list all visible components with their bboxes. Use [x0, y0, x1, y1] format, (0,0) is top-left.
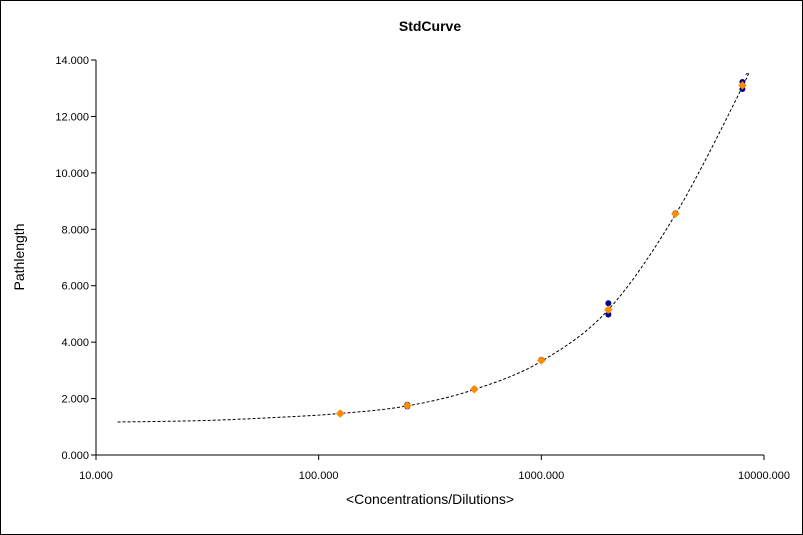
y-tick-label: 10.000 — [55, 168, 89, 180]
data-point-orange-diamond — [335, 409, 345, 418]
data-point-orange-diamond — [402, 401, 412, 410]
y-tick-label: 0.000 — [61, 450, 89, 462]
y-tick-label: 14.000 — [55, 55, 89, 67]
data-points-layer — [335, 79, 747, 418]
data-point-orange-diamond — [604, 305, 613, 315]
y-tick-label: 2.000 — [61, 394, 89, 406]
fit-curve — [117, 71, 750, 423]
y-tick-label: 4.000 — [61, 337, 89, 349]
data-point-orange-diamond — [536, 356, 546, 365]
y-tick-label: 12.000 — [55, 111, 89, 123]
axes: 0.000 2.000 4.000 6.000 8.000 10.000 12.000 14.… — [55, 55, 790, 482]
x-tick-label: 10000.000 — [738, 470, 790, 482]
x-tick-label: 100.000 — [299, 470, 339, 482]
data-point-orange-diamond — [469, 384, 479, 394]
data-point-orange-diamond — [738, 81, 747, 90]
data-point-blue-circle — [605, 311, 612, 318]
fit-curve-layer — [117, 71, 750, 423]
x-tick-label: 10.000 — [79, 470, 113, 482]
data-point-blue-circle — [605, 300, 612, 307]
data-point-orange-diamond — [671, 209, 680, 219]
y-tick-label: 6.000 — [61, 281, 89, 293]
y-axis-label: Pathlength — [11, 224, 27, 291]
y-tick-label: 8.000 — [61, 224, 89, 236]
x-axis-label: <Concentrations/Dilutions> — [346, 491, 514, 507]
x-tick-label: 1000.000 — [518, 470, 564, 482]
chart-title: StdCurve — [399, 18, 461, 34]
